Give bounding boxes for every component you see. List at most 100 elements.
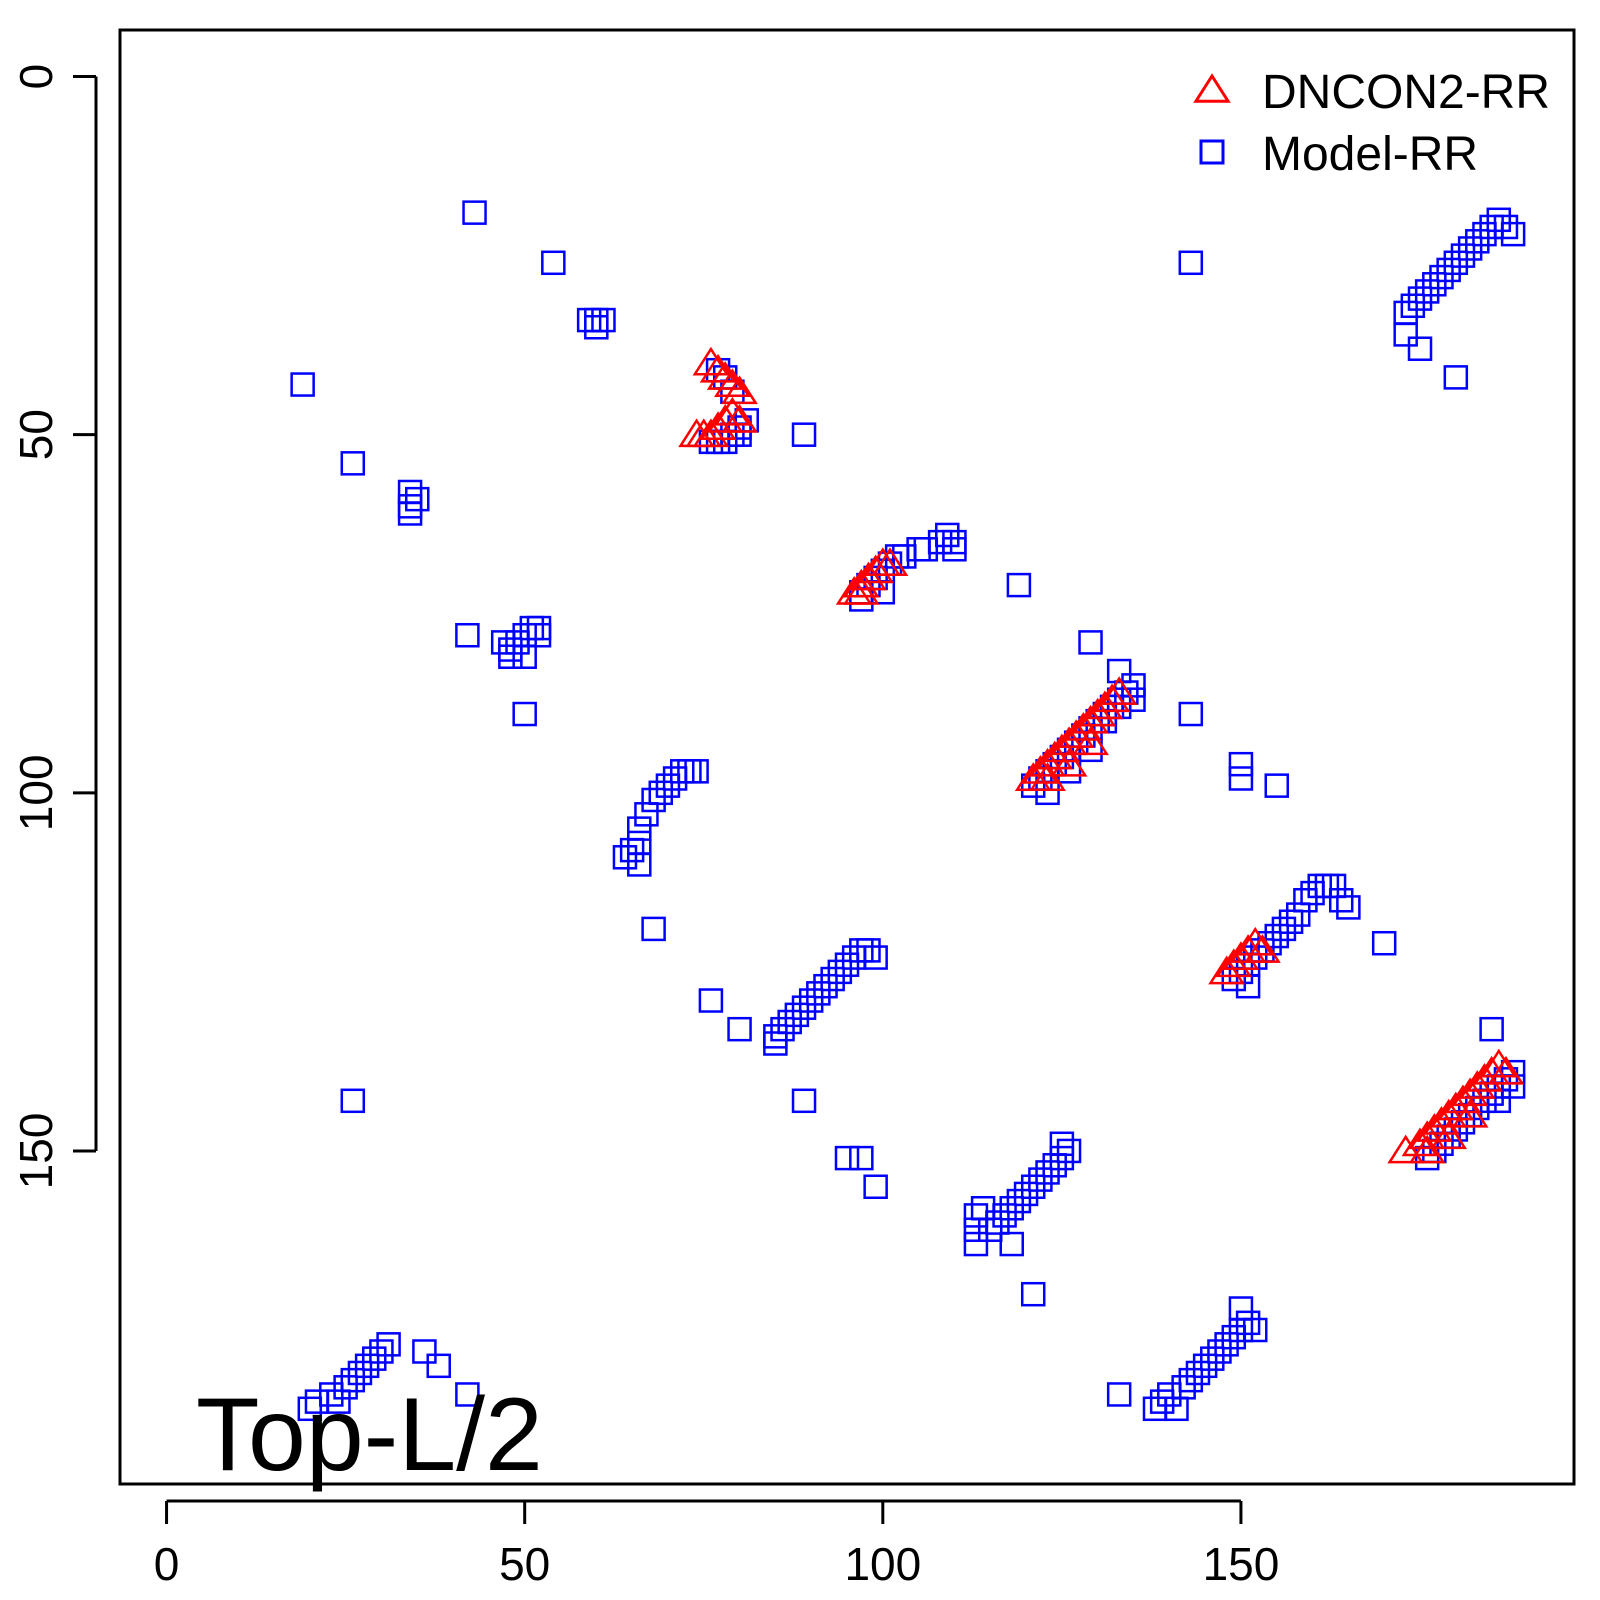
model-rr-point	[1414, 279, 1440, 304]
model-rr-point	[526, 615, 552, 641]
model-rr-point	[498, 637, 523, 662]
model-rr-point	[1422, 272, 1447, 297]
model-rr-point	[1450, 243, 1476, 268]
model-rr-point	[963, 1231, 989, 1257]
dncon2-rr-point	[1208, 955, 1245, 985]
dncon2-rr-point	[1487, 1055, 1525, 1085]
model-rr-point	[1207, 1339, 1232, 1364]
model-rr-point	[1285, 902, 1311, 927]
model-rr-point	[426, 1353, 451, 1379]
dncon2-rr-point	[1050, 747, 1088, 777]
dncon2-rr-point	[842, 568, 880, 598]
model-rr-point	[1006, 572, 1032, 598]
model-rr-point	[1271, 916, 1297, 942]
model-rr-point	[1214, 1332, 1239, 1357]
model-rr-point	[1400, 293, 1426, 319]
dncon2-rr-point	[721, 404, 758, 433]
model-rr-point	[1457, 236, 1483, 261]
legend-label-dncon2-rr: DNCON2-RR	[1262, 66, 1550, 119]
model-rr-point	[1028, 1167, 1053, 1192]
model-rr-point	[1106, 1382, 1132, 1407]
model-rr-point	[634, 802, 659, 827]
x-tick-label: 100	[844, 1538, 921, 1590]
model-rr-point	[1142, 1396, 1168, 1422]
dncon2-rr-point	[871, 547, 909, 577]
model-rr-point	[591, 307, 616, 333]
model-rr-point	[319, 1382, 344, 1407]
dncon2-rr-point	[1029, 762, 1066, 791]
dncon2-rr-point	[1086, 690, 1124, 720]
model-rr-point	[1465, 229, 1490, 254]
model-rr-point	[784, 1002, 810, 1028]
model-rr-point	[1056, 1138, 1082, 1164]
model-rr-point	[1264, 923, 1290, 949]
x-tick-label: 0	[154, 1538, 180, 1590]
dncon2-rr-point	[1022, 755, 1059, 784]
model-rr-point	[763, 1024, 788, 1049]
dncon2-rr-point	[1451, 1098, 1489, 1128]
dncon2-rr-point	[1072, 726, 1109, 756]
model-rr-point	[777, 1009, 802, 1035]
model-rr-point	[627, 852, 652, 877]
model-rr-point	[1493, 214, 1519, 240]
model-rr-point	[963, 1217, 989, 1242]
dncon2-rr-point	[1408, 1134, 1446, 1164]
legend-marker-model-rr	[1199, 139, 1225, 165]
panel-annotation: Top-L/2	[196, 1377, 543, 1493]
model-rr-point	[791, 422, 817, 447]
model-rr-point	[1164, 1396, 1189, 1422]
model-rr-point	[1078, 630, 1103, 655]
model-rr-point	[892, 544, 917, 569]
dncon2-rr-point	[699, 353, 737, 383]
model-rr-point	[698, 988, 724, 1013]
model-rr-point	[1393, 322, 1418, 347]
y-tick-label: 100	[10, 754, 62, 831]
model-rr-point	[970, 1195, 996, 1221]
model-rr-point	[340, 451, 366, 476]
model-rr-point	[340, 1088, 366, 1114]
model-rr-point	[820, 966, 845, 992]
model-rr-point	[1121, 687, 1146, 712]
model-rr-point	[404, 486, 430, 512]
model-rr-point	[297, 1396, 323, 1422]
model-rr-point	[1479, 1016, 1504, 1042]
model-rr-point	[1178, 701, 1204, 727]
model-rr-point	[1020, 1281, 1046, 1307]
model-rr-point	[1228, 1296, 1254, 1321]
model-rr-point	[834, 1145, 860, 1171]
dncon2-rr-point	[842, 575, 880, 605]
model-rr-point	[1472, 221, 1497, 247]
model-rr-point	[770, 1016, 795, 1042]
model-rr-point	[1479, 214, 1504, 240]
dncon2-rr-point	[1100, 676, 1138, 705]
model-rr-point	[798, 988, 824, 1013]
model-rr-point	[519, 615, 545, 641]
model-rr-point	[978, 1217, 1003, 1242]
model-rr-point	[927, 529, 953, 555]
dncon2-rr-point	[1387, 1134, 1425, 1164]
model-rr-point	[1121, 673, 1146, 698]
dncon2-rr-point	[692, 346, 730, 376]
model-rr-point	[526, 622, 552, 648]
dncon2-rr-point	[1236, 926, 1274, 956]
model-rr-point	[641, 787, 666, 813]
model-rr-point	[1443, 250, 1469, 276]
model-rr-point	[627, 816, 652, 841]
y-tick-label: 0	[10, 64, 62, 90]
model-rr-point	[1443, 365, 1469, 390]
dncon2-rr-point	[1029, 747, 1066, 777]
model-rr-point	[791, 995, 817, 1020]
model-rr-point	[985, 1210, 1010, 1235]
dncon2-rr-point	[706, 361, 744, 390]
dncon2-rr-point	[714, 396, 751, 426]
model-rr-point	[791, 1088, 817, 1114]
x-axis: 0 50 100 150	[154, 1499, 1279, 1590]
x-tick-label: 50	[499, 1538, 550, 1590]
model-rr-point	[1013, 1181, 1039, 1207]
model-rr-point	[999, 1231, 1024, 1257]
model-rr-point	[935, 522, 960, 548]
model-rr-point	[1228, 751, 1254, 777]
model-rr-point	[763, 1031, 788, 1056]
model-rr-point	[333, 1375, 358, 1400]
model-rr-point	[849, 1145, 874, 1171]
